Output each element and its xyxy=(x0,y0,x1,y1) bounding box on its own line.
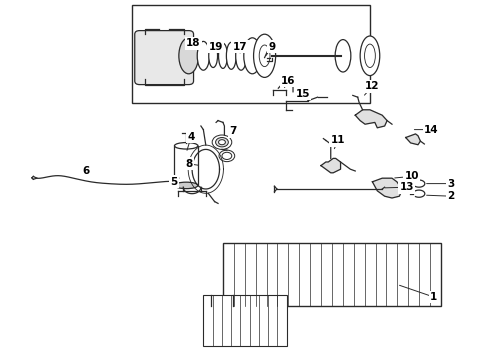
Ellipse shape xyxy=(179,38,198,74)
Text: 17: 17 xyxy=(233,42,247,52)
Bar xyxy=(132,5,370,103)
Text: 4: 4 xyxy=(187,132,195,142)
Ellipse shape xyxy=(335,40,351,72)
Text: 19: 19 xyxy=(208,42,223,52)
Text: 5: 5 xyxy=(171,177,177,187)
Polygon shape xyxy=(321,158,341,173)
Text: 8: 8 xyxy=(185,159,192,169)
Ellipse shape xyxy=(236,41,246,70)
Text: 14: 14 xyxy=(424,125,439,135)
Bar xyxy=(174,146,198,185)
Polygon shape xyxy=(406,134,420,145)
Ellipse shape xyxy=(254,34,275,77)
Text: 7: 7 xyxy=(229,126,237,136)
Circle shape xyxy=(212,135,232,149)
Text: 12: 12 xyxy=(365,81,380,91)
Text: 9: 9 xyxy=(269,42,275,52)
Text: 10: 10 xyxy=(404,171,419,181)
Ellipse shape xyxy=(174,143,198,149)
Text: 16: 16 xyxy=(281,76,295,86)
Circle shape xyxy=(219,150,235,162)
Text: 18: 18 xyxy=(186,38,201,48)
Polygon shape xyxy=(372,178,402,198)
Bar xyxy=(203,295,287,346)
Ellipse shape xyxy=(244,38,261,74)
Ellipse shape xyxy=(197,41,210,70)
Circle shape xyxy=(219,140,225,145)
FancyBboxPatch shape xyxy=(135,31,194,85)
Ellipse shape xyxy=(209,44,218,68)
Ellipse shape xyxy=(360,36,380,76)
Text: 11: 11 xyxy=(331,135,345,145)
Text: 13: 13 xyxy=(399,182,414,192)
Text: 1: 1 xyxy=(430,292,437,302)
Bar xyxy=(223,243,441,306)
Ellipse shape xyxy=(226,42,236,69)
Circle shape xyxy=(216,138,228,147)
Ellipse shape xyxy=(174,182,198,189)
Polygon shape xyxy=(355,110,387,128)
Ellipse shape xyxy=(219,43,227,68)
Text: 15: 15 xyxy=(295,89,310,99)
Text: 2: 2 xyxy=(447,191,454,201)
Text: 6: 6 xyxy=(82,166,89,176)
Circle shape xyxy=(222,152,232,159)
Text: 3: 3 xyxy=(447,179,454,189)
